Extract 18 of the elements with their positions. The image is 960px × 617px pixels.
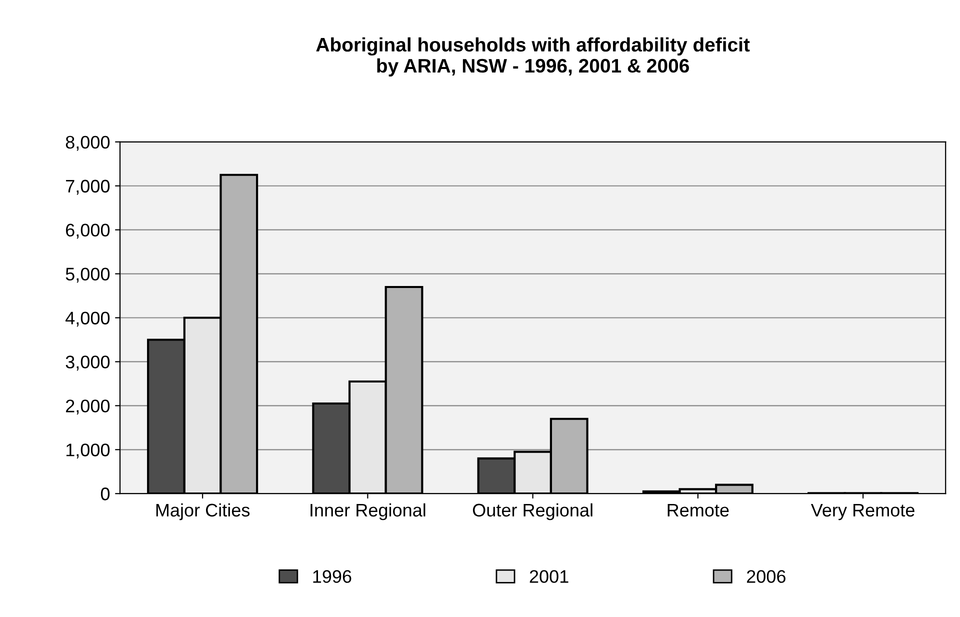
chart-title: Aboriginal households with affordability deficit by ARIA, NSW - 1996, 2001 & 2006	[316, 37, 750, 76]
legend-label: 2006	[746, 570, 786, 583]
x-tick-label: Remote	[668, 504, 729, 517]
x-tick-label: Major Cities	[156, 503, 250, 520]
x-tick-label: Inner Regional	[310, 503, 426, 520]
y-tick-label: 8,000	[66, 136, 110, 151]
y-tick-label: 4,000	[66, 312, 110, 327]
y-tick-label: 0	[100, 488, 110, 500]
y-tick-label: 2,000	[66, 400, 110, 415]
y-tick-label: 3,000	[66, 356, 110, 371]
legend-label: 2001	[530, 570, 568, 583]
x-tick-label: Very Remote	[810, 504, 914, 520]
y-tick-label: 7,000	[66, 180, 110, 195]
x-tick-label: Outer Regional	[472, 503, 592, 520]
y-tick-label: 1,000	[66, 444, 110, 458]
legend-label: 1996	[313, 570, 352, 583]
y-tick-label: 6,000	[66, 224, 110, 239]
y-tick-label: 5,000	[66, 268, 110, 283]
